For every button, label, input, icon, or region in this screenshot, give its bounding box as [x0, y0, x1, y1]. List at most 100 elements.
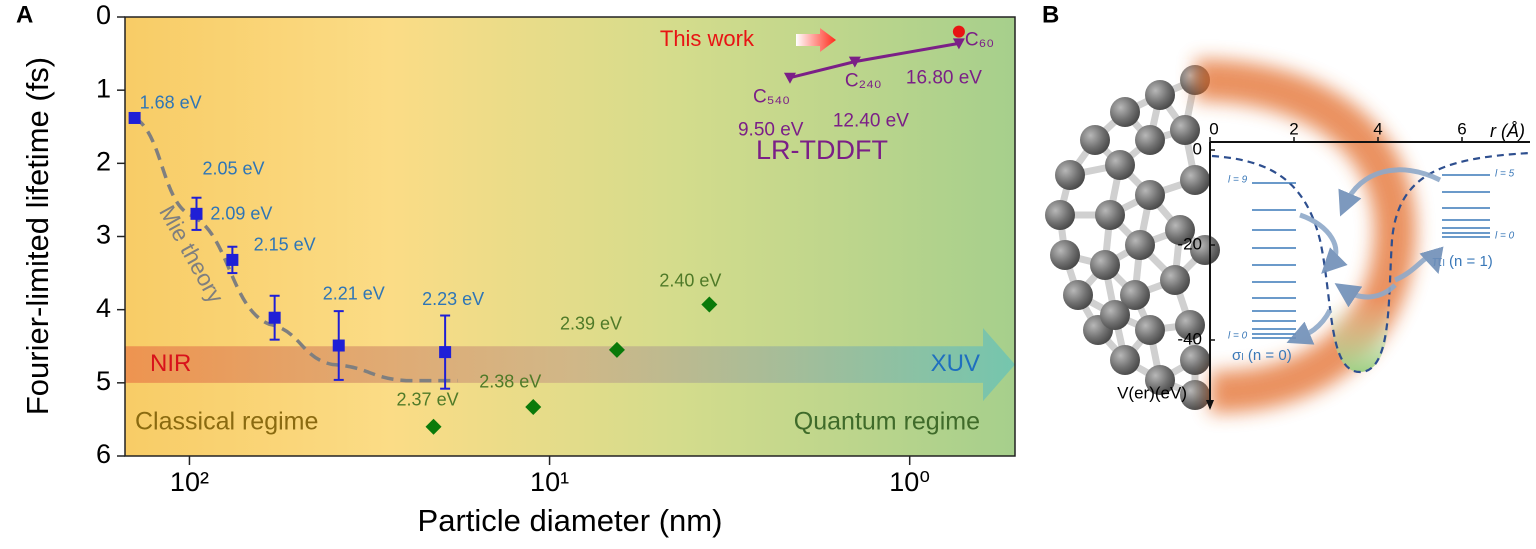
data-label: 2.23 eV — [422, 289, 484, 309]
data-point — [848, 56, 861, 68]
data-point — [226, 253, 239, 266]
region-label: Classical regime — [135, 408, 318, 436]
data-label: C₂₄₀ — [845, 71, 882, 92]
data-point — [701, 296, 718, 313]
data-point — [608, 341, 625, 358]
well-fill — [1330, 300, 1390, 372]
x-tick-label: 10² — [170, 467, 209, 497]
data-point — [128, 111, 141, 124]
data-point — [425, 418, 442, 435]
band-label: NIR — [150, 350, 191, 377]
atom — [1175, 310, 1205, 340]
data-point — [952, 38, 965, 50]
data-label: 2.38 eV — [479, 372, 541, 392]
level-label: σₗ (n = 0) — [1232, 347, 1292, 364]
data-point — [783, 72, 796, 84]
y-tick-label: 2 — [96, 146, 111, 176]
y-tick-label: 5 — [96, 366, 111, 396]
panel-label: B — [1042, 1, 1059, 28]
atom — [1135, 125, 1165, 155]
data-label: 2.21 eV — [323, 283, 385, 303]
atom — [1145, 80, 1175, 110]
transition-arrow — [1286, 308, 1333, 345]
atom — [1095, 200, 1125, 230]
data-label: 2.15 eV — [254, 234, 316, 254]
x-tick-label: 4 — [1373, 119, 1382, 138]
y-tick-label: -20 — [1177, 234, 1202, 253]
atom — [1055, 160, 1085, 190]
atom — [1125, 230, 1155, 260]
data-point — [332, 339, 345, 352]
x-tick-label: 6 — [1457, 119, 1466, 138]
data-point — [952, 25, 965, 38]
data-point — [439, 346, 452, 359]
data-label: 2.05 eV — [202, 159, 264, 179]
atom — [1090, 250, 1120, 280]
y-tick-label: 4 — [96, 293, 111, 323]
plot-frame — [124, 16, 1016, 457]
atom — [1180, 165, 1210, 195]
data-label: 12.40 eV — [833, 111, 909, 132]
atom — [1135, 180, 1165, 210]
data-point — [268, 311, 281, 324]
atom — [1120, 280, 1150, 310]
level-label: πₗ (n = 1) — [1432, 253, 1493, 270]
data-label: 2.39 eV — [560, 314, 622, 334]
atom — [1135, 315, 1165, 345]
x-tick-label: 10⁰ — [889, 467, 930, 497]
data-point — [525, 398, 542, 415]
atom — [1180, 380, 1210, 410]
arrow-band — [125, 327, 1015, 402]
atom — [1170, 115, 1200, 145]
y-tick-label: -40 — [1177, 329, 1202, 348]
level-label: l = 0 — [1495, 231, 1515, 242]
x-axis-title: Particle diameter (nm) — [418, 503, 723, 538]
panel-label: A — [16, 1, 33, 28]
y-tick-label: 0 — [1193, 139, 1202, 158]
data-label: C₅₄₀ — [753, 87, 790, 108]
y-tick-label: 3 — [96, 220, 111, 250]
atom — [1160, 265, 1190, 295]
atom — [1045, 200, 1075, 230]
y-axis-title: Fourier-limited lifetime (fs) — [20, 57, 55, 415]
y-axis-head — [1206, 400, 1214, 410]
transition-arrow — [1393, 246, 1444, 283]
region-label: Quantum regime — [794, 408, 980, 436]
band-label: XUV — [931, 350, 980, 377]
level-label: l = 5 — [1495, 169, 1515, 180]
shell-glow — [1194, 59, 1417, 414]
transition-arrow — [1334, 283, 1397, 308]
atom — [1105, 150, 1135, 180]
pointer-arrow — [796, 28, 836, 52]
atom — [1050, 240, 1080, 270]
y-tick-label: 1 — [96, 73, 111, 103]
transition-arrow — [1299, 212, 1348, 274]
data-point — [190, 207, 203, 220]
data-label: 2.09 eV — [210, 204, 272, 224]
series-label: LR-TDDFT — [756, 135, 888, 165]
atom — [1180, 345, 1210, 375]
y-axis-title: V(er)(eV) — [1117, 383, 1187, 402]
level-label: l = 0 — [1228, 331, 1248, 342]
y-tick-label: 6 — [96, 439, 111, 469]
potential-curve — [1211, 151, 1531, 374]
data-label: 1.68 eV — [140, 93, 202, 113]
mie-curve — [133, 116, 458, 383]
data-label: 2.37 eV — [397, 389, 459, 409]
atom — [1110, 97, 1140, 127]
y-tick-label: 0 — [96, 0, 111, 30]
x-axis-title: r (Å) — [1490, 121, 1525, 141]
data-label: 9.50 eV — [738, 120, 804, 141]
atom — [1190, 235, 1220, 265]
data-label: 16.80 eV — [906, 67, 982, 88]
panel-b: B 0 2 4 6 0 -20 -40 r (Å) V(er)(eV) l = 9 l = 0 σₗ … — [1042, 1, 1531, 414]
transition-arrow — [1338, 167, 1442, 217]
data-label: C₆₀ — [965, 29, 994, 50]
atom — [1063, 280, 1093, 310]
x-tick-label: 0 — [1209, 119, 1218, 138]
level-label: l = 9 — [1228, 175, 1248, 186]
x-tick-label: 2 — [1289, 119, 1298, 138]
atom — [1110, 345, 1140, 375]
